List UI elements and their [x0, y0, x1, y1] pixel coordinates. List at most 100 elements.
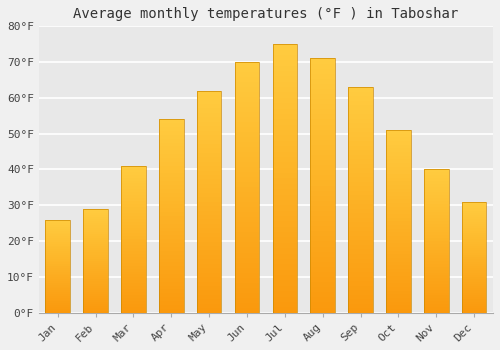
- Bar: [348, 263, 373, 267]
- Bar: [348, 286, 373, 290]
- Bar: [234, 127, 260, 132]
- Bar: [84, 213, 108, 215]
- Bar: [234, 187, 260, 192]
- Bar: [197, 122, 222, 126]
- Bar: [159, 235, 184, 239]
- Bar: [386, 232, 410, 236]
- Bar: [84, 284, 108, 286]
- Bar: [234, 232, 260, 237]
- Bar: [46, 311, 70, 313]
- Bar: [121, 216, 146, 219]
- Bar: [197, 126, 222, 131]
- Bar: [84, 223, 108, 225]
- Bar: [84, 252, 108, 254]
- Bar: [159, 189, 184, 193]
- Bar: [46, 219, 70, 313]
- Bar: [197, 308, 222, 313]
- Bar: [46, 283, 70, 285]
- Bar: [46, 301, 70, 303]
- Bar: [424, 304, 448, 307]
- Bar: [462, 286, 486, 288]
- Bar: [197, 255, 222, 259]
- Bar: [159, 158, 184, 162]
- Bar: [159, 208, 184, 212]
- Bar: [386, 138, 410, 141]
- Bar: [46, 260, 70, 262]
- Bar: [272, 211, 297, 216]
- Bar: [462, 206, 486, 208]
- Bar: [159, 131, 184, 135]
- Bar: [462, 213, 486, 215]
- Bar: [159, 162, 184, 166]
- Bar: [386, 284, 410, 287]
- Bar: [272, 227, 297, 232]
- Bar: [234, 288, 260, 293]
- Bar: [310, 181, 335, 186]
- Bar: [84, 254, 108, 257]
- Bar: [234, 278, 260, 282]
- Bar: [348, 218, 373, 223]
- Bar: [386, 203, 410, 207]
- Bar: [159, 185, 184, 189]
- Bar: [424, 172, 448, 175]
- Bar: [234, 147, 260, 152]
- Bar: [310, 165, 335, 170]
- Bar: [234, 217, 260, 223]
- Bar: [46, 259, 70, 260]
- Bar: [386, 287, 410, 291]
- Bar: [310, 89, 335, 94]
- Bar: [272, 146, 297, 152]
- Bar: [159, 142, 184, 146]
- Bar: [272, 114, 297, 119]
- Bar: [424, 293, 448, 295]
- Bar: [46, 264, 70, 266]
- Bar: [386, 192, 410, 196]
- Bar: [121, 175, 146, 177]
- Bar: [159, 259, 184, 262]
- Bar: [310, 130, 335, 135]
- Bar: [462, 202, 486, 313]
- Bar: [234, 223, 260, 228]
- Bar: [272, 259, 297, 264]
- Bar: [84, 296, 108, 298]
- Bar: [46, 292, 70, 294]
- Bar: [159, 119, 184, 313]
- Bar: [462, 290, 486, 293]
- Bar: [197, 188, 222, 193]
- Bar: [424, 267, 448, 270]
- Bar: [197, 91, 222, 313]
- Bar: [234, 72, 260, 77]
- Bar: [121, 268, 146, 272]
- Bar: [348, 137, 373, 141]
- Bar: [348, 105, 373, 110]
- Bar: [84, 292, 108, 294]
- Bar: [424, 301, 448, 304]
- Bar: [84, 273, 108, 275]
- Bar: [234, 298, 260, 303]
- Bar: [159, 177, 184, 181]
- Bar: [84, 238, 108, 240]
- Bar: [159, 174, 184, 177]
- Bar: [348, 150, 373, 155]
- Bar: [272, 44, 297, 313]
- Bar: [462, 257, 486, 259]
- Bar: [272, 125, 297, 130]
- Bar: [424, 201, 448, 204]
- Bar: [84, 232, 108, 234]
- Bar: [121, 280, 146, 283]
- Bar: [462, 241, 486, 244]
- Bar: [121, 230, 146, 233]
- Bar: [159, 146, 184, 150]
- Bar: [197, 228, 222, 233]
- Bar: [46, 227, 70, 229]
- Bar: [424, 247, 448, 250]
- Bar: [462, 237, 486, 239]
- Bar: [348, 267, 373, 272]
- Bar: [197, 241, 222, 246]
- Bar: [348, 204, 373, 209]
- Bar: [46, 274, 70, 275]
- Bar: [462, 297, 486, 299]
- Bar: [462, 288, 486, 290]
- Bar: [234, 132, 260, 137]
- Bar: [121, 169, 146, 172]
